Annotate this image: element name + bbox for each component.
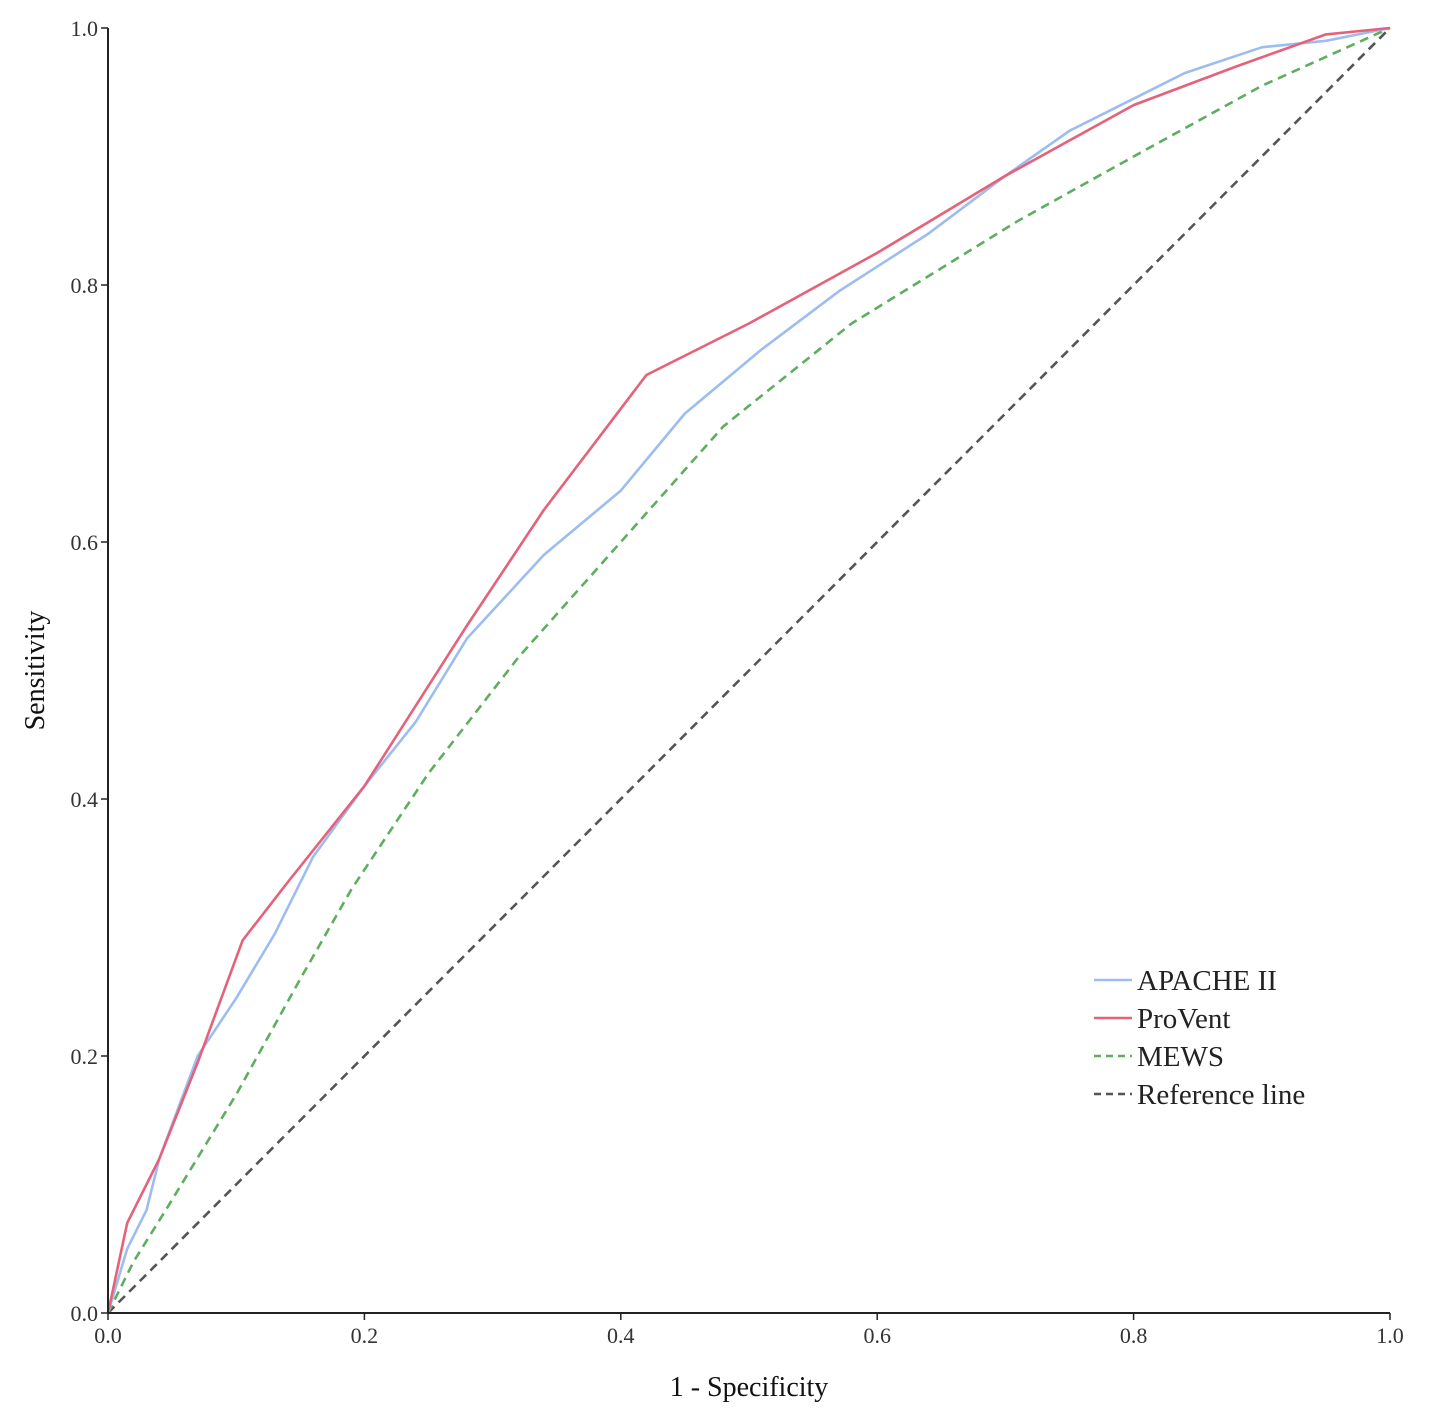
x-tick-label: 1.0 xyxy=(1376,1323,1404,1348)
series-layer xyxy=(106,26,1391,1314)
series-line-mews xyxy=(106,26,1391,1314)
y-axis-title: Sensitivity xyxy=(20,611,51,731)
y-tick-label: 0.2 xyxy=(71,1044,99,1069)
y-tick-label: 0.8 xyxy=(71,273,99,298)
y-tick-label: 1.0 xyxy=(71,16,99,41)
x-tick-label: 0.4 xyxy=(607,1323,635,1348)
legend-label-reference-line: Reference line xyxy=(1137,1079,1305,1111)
series-line-apache-ii xyxy=(106,26,1391,1314)
x-tick-label: 0.8 xyxy=(1120,1323,1148,1348)
x-axis-title: 1 - Specificity xyxy=(670,1372,829,1403)
x-tick-label: 0.2 xyxy=(351,1323,379,1348)
legend-label-mews: MEWS xyxy=(1137,1041,1224,1073)
x-tick-label: 0.0 xyxy=(94,1323,122,1348)
y-tick-label: 0.4 xyxy=(71,787,99,812)
legend: APACHE II ProVent MEWS Reference line xyxy=(1094,965,1305,1111)
series-line-reference-line xyxy=(107,27,1391,1314)
legend-label-provent: ProVent xyxy=(1137,1003,1230,1035)
series-line-provent xyxy=(106,26,1391,1314)
legend-label-apache-ii: APACHE II xyxy=(1137,965,1277,997)
y-tick-label: 0.6 xyxy=(71,530,99,555)
ticks-layer: 0.0 0.2 0.4 0.6 0.8 1.0 0.0 0.2 0.4 0.6 0.8 1.0 xyxy=(71,16,1404,1348)
y-tick-label: 0.0 xyxy=(71,1301,99,1326)
x-tick-label: 0.6 xyxy=(863,1323,891,1348)
